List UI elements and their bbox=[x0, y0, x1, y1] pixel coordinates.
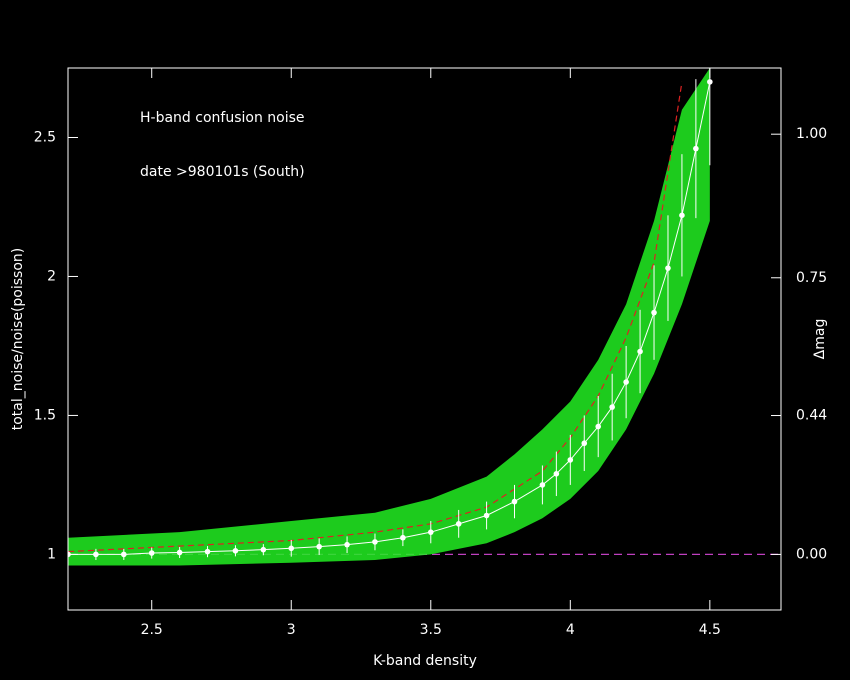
mean-point bbox=[511, 498, 518, 505]
mean-point bbox=[93, 551, 99, 558]
mean-point bbox=[455, 521, 462, 527]
mean-point bbox=[595, 423, 602, 430]
mean-point bbox=[651, 309, 657, 316]
y-tick-label: 1 bbox=[47, 546, 56, 562]
mean-point bbox=[707, 79, 713, 85]
mean-point bbox=[665, 265, 671, 271]
y2-tick-label: 0.00 bbox=[796, 546, 827, 562]
plot-frame bbox=[67, 67, 782, 611]
y-tick-label: 2.5 bbox=[34, 129, 56, 145]
mean-point bbox=[567, 457, 574, 463]
mean-point bbox=[121, 551, 127, 558]
y2-tick-label: 0.75 bbox=[796, 270, 827, 286]
y-tick-label: 1.5 bbox=[34, 407, 56, 423]
mean-point bbox=[400, 534, 406, 541]
mean-point bbox=[148, 550, 155, 556]
y2-tick-label: 1.00 bbox=[796, 126, 827, 142]
mean-point bbox=[539, 482, 546, 488]
x-tick-label: 3 bbox=[287, 622, 296, 638]
mean-point bbox=[344, 541, 350, 548]
annotation: H-band confusion noise bbox=[140, 110, 305, 126]
mean-point bbox=[637, 348, 643, 355]
scatter-cloud bbox=[68, 68, 710, 566]
x-tick-label: 2.5 bbox=[141, 622, 163, 638]
mean-point bbox=[316, 543, 322, 550]
x-tick-label: 3.5 bbox=[420, 622, 442, 638]
mean-point bbox=[372, 539, 378, 545]
mean-point bbox=[553, 471, 560, 477]
mean-point bbox=[609, 404, 615, 410]
mean-point bbox=[679, 212, 685, 219]
y-tick-label: 2 bbox=[47, 268, 56, 284]
mean-line bbox=[68, 81, 711, 555]
mean-point bbox=[204, 548, 211, 555]
mean-point bbox=[260, 546, 267, 553]
mean-point bbox=[483, 512, 490, 519]
y2-tick-label: 0.44 bbox=[796, 408, 827, 424]
mean-point bbox=[288, 545, 295, 552]
mean-point bbox=[693, 145, 699, 152]
fit-curve bbox=[68, 81, 683, 553]
y-axis-label: total_noise/noise(poisson) bbox=[10, 248, 26, 431]
mean-point bbox=[232, 547, 239, 554]
x-tick-label: 4.5 bbox=[699, 622, 721, 638]
y2-axis-label: Δmag bbox=[812, 319, 828, 360]
mean-point bbox=[623, 379, 629, 385]
mean-point bbox=[581, 440, 588, 447]
mean-point bbox=[176, 549, 183, 556]
annotation: date >980101s (South) bbox=[140, 164, 305, 180]
x-tick-label: 4 bbox=[566, 622, 575, 638]
x-axis-label: K-band density bbox=[373, 653, 477, 669]
mean-point bbox=[427, 529, 434, 535]
